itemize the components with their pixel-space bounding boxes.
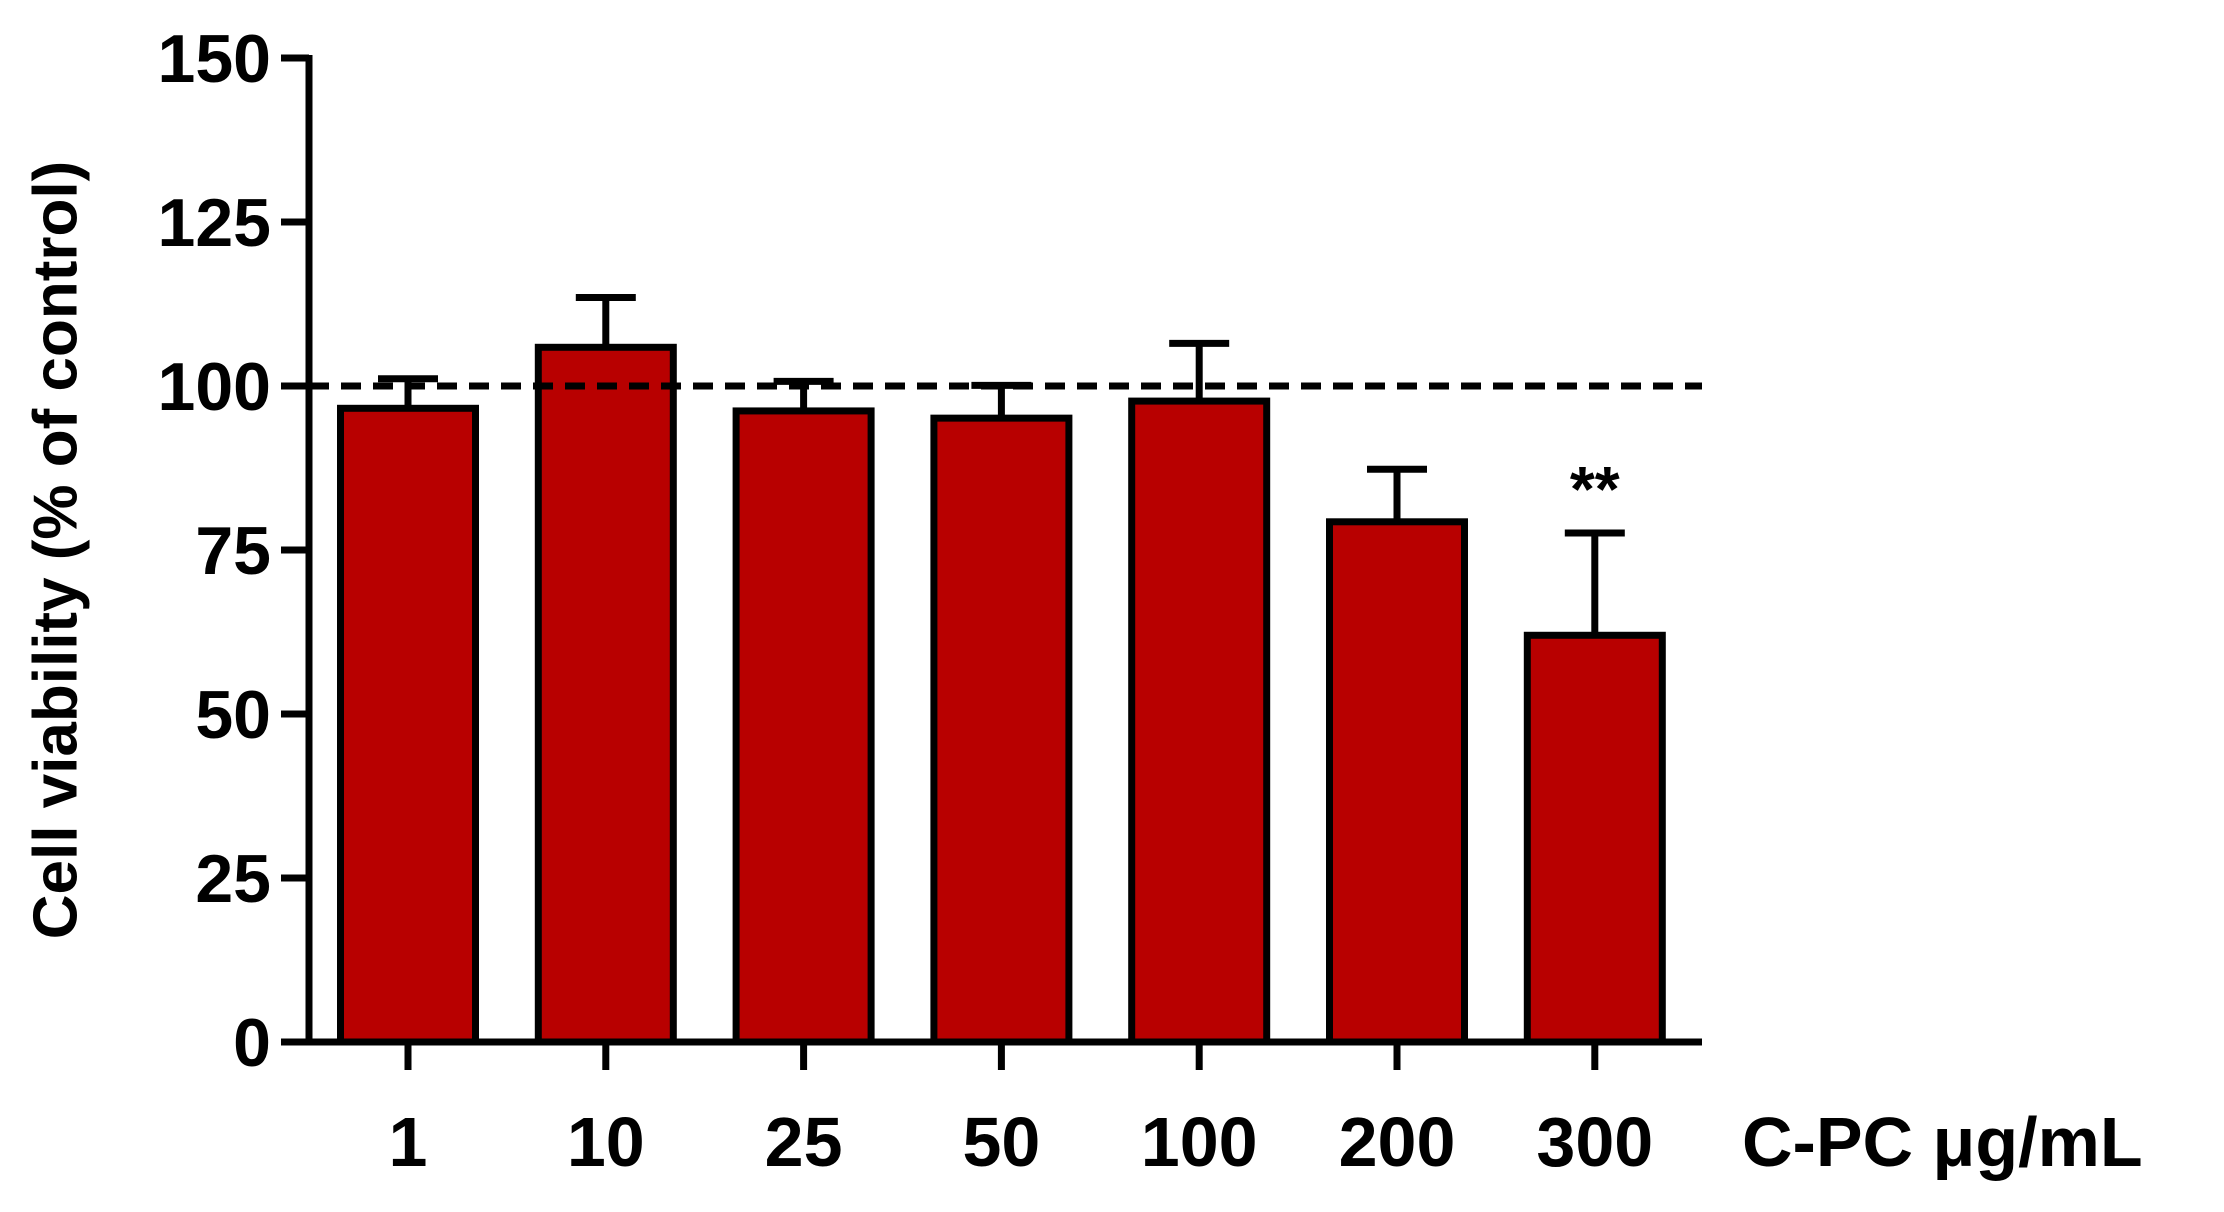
y-tick-label: 125 xyxy=(158,185,271,261)
bar xyxy=(534,343,677,1046)
x-tick-label: 10 xyxy=(567,1103,645,1181)
x-tick-label: 200 xyxy=(1339,1103,1456,1181)
y-tick-label: 100 xyxy=(158,349,271,425)
x-tick-label: 300 xyxy=(1536,1103,1653,1181)
bar xyxy=(732,407,875,1046)
y-tick-label: 50 xyxy=(195,677,271,753)
bar xyxy=(1326,518,1468,1046)
y-tick-label: 25 xyxy=(195,841,271,917)
significance-label: ** xyxy=(1570,453,1620,525)
bar xyxy=(930,414,1073,1046)
x-tick-label: 25 xyxy=(765,1103,843,1181)
x-tick-label: 1 xyxy=(389,1103,428,1181)
y-tick-label: 150 xyxy=(158,21,271,97)
bar xyxy=(1523,631,1666,1046)
x-axis-title: C-PC μg/mL xyxy=(1742,1103,2143,1181)
bar xyxy=(337,404,479,1046)
y-tick-label: 0 xyxy=(233,1005,271,1081)
x-tick-label: 100 xyxy=(1141,1103,1258,1181)
y-tick-label: 75 xyxy=(195,513,271,589)
bar xyxy=(1128,397,1271,1046)
y-axis-title: Cell viability (% of control) xyxy=(21,161,90,940)
x-tick-label: 50 xyxy=(962,1103,1040,1181)
